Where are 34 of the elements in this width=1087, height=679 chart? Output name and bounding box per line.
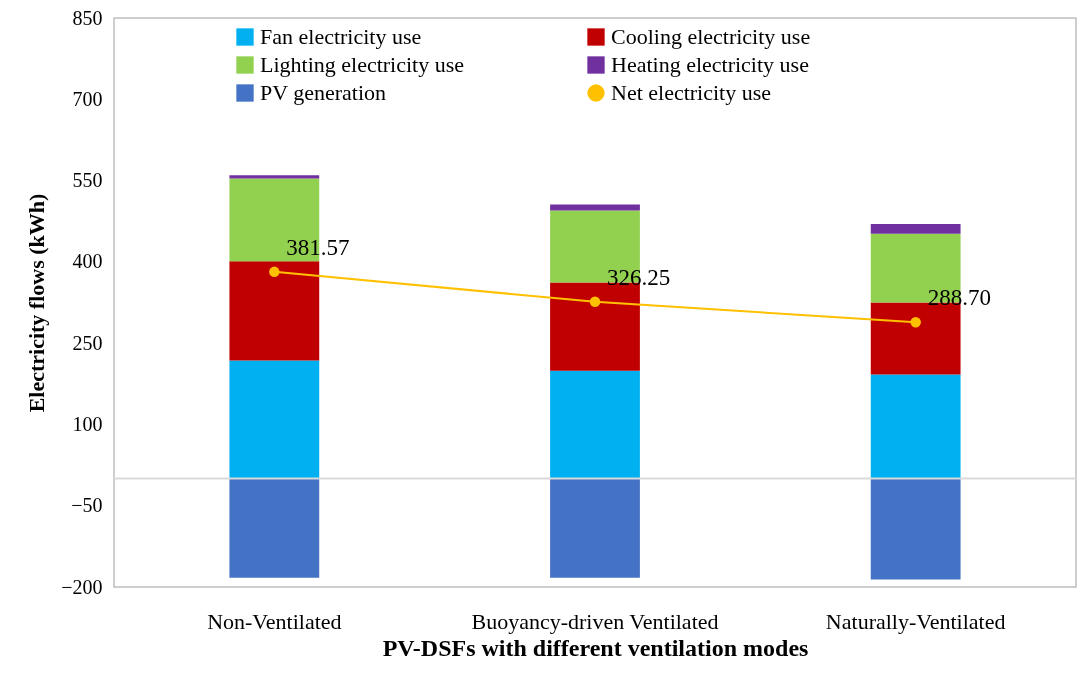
data-label: 326.25 bbox=[607, 264, 671, 290]
y-tick-label: −200 bbox=[61, 575, 103, 598]
data-label: 288.70 bbox=[927, 285, 991, 311]
y-tick-label: 550 bbox=[72, 169, 103, 192]
bar bbox=[229, 360, 320, 479]
bar bbox=[550, 204, 640, 211]
bar bbox=[550, 370, 640, 479]
bar bbox=[550, 478, 640, 578]
legend-label: PV generation bbox=[260, 80, 387, 105]
bar bbox=[229, 261, 320, 361]
bar bbox=[229, 175, 320, 179]
point bbox=[269, 266, 280, 278]
y-tick-label: 400 bbox=[72, 250, 103, 273]
legend-label: Fan electricity use bbox=[260, 24, 422, 49]
point bbox=[589, 296, 601, 308]
x-tick-label: Non-Ventilated bbox=[207, 608, 342, 634]
legend-label: Heating electricity use bbox=[611, 52, 809, 77]
bar bbox=[870, 478, 961, 580]
y-tick-label: 850 bbox=[72, 6, 103, 29]
x-tick-label: Buoyancy-driven Ventilated bbox=[471, 608, 719, 634]
bar bbox=[870, 223, 961, 234]
y-tick-label: −50 bbox=[71, 494, 103, 517]
y-axis-title: Electricity flows (kWh) bbox=[24, 193, 50, 413]
x-tick-label: Naturally-Ventilated bbox=[825, 608, 1006, 634]
point bbox=[910, 316, 921, 328]
x-axis-title: PV-DSFs with different ventilation modes bbox=[382, 634, 809, 661]
legend-label: Lighting electricity use bbox=[260, 52, 465, 77]
bar bbox=[870, 374, 961, 479]
bar bbox=[229, 478, 320, 578]
legend-label: Cooling electricity use bbox=[611, 24, 811, 49]
y-tick-label: 250 bbox=[72, 331, 103, 354]
y-tick-label: 100 bbox=[72, 412, 103, 435]
y-tick-label: 700 bbox=[72, 87, 103, 110]
legend-label: Net electricity use bbox=[611, 80, 772, 105]
